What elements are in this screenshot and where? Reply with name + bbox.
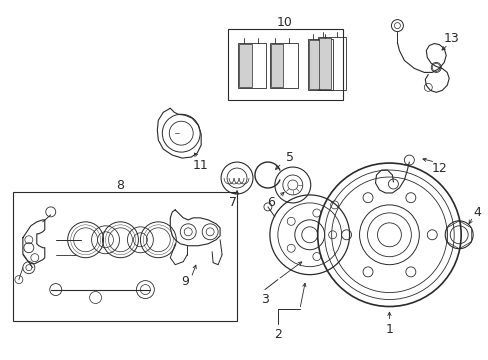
Text: 2: 2 [273,328,281,341]
Text: 5: 5 [285,150,293,163]
Bar [238,42,265,88]
Bar [307,39,332,90]
Bar [318,37,330,89]
Text: 9: 9 [181,275,189,288]
Text: 13: 13 [443,32,458,45]
Text: 12: 12 [430,162,446,175]
Bar [239,44,251,87]
Text: 3: 3 [261,293,268,306]
Text: 11: 11 [192,158,207,172]
Bar [269,42,297,88]
Text: 6: 6 [266,197,274,210]
Bar [308,40,319,89]
Bar [317,37,345,90]
Bar [13,192,237,321]
Text: 1: 1 [385,323,392,336]
Bar [227,28,342,100]
Bar [270,44,283,87]
Text: 7: 7 [228,197,237,210]
Text: 8: 8 [116,180,124,193]
Text: 10: 10 [276,16,292,29]
Text: 4: 4 [472,206,480,219]
